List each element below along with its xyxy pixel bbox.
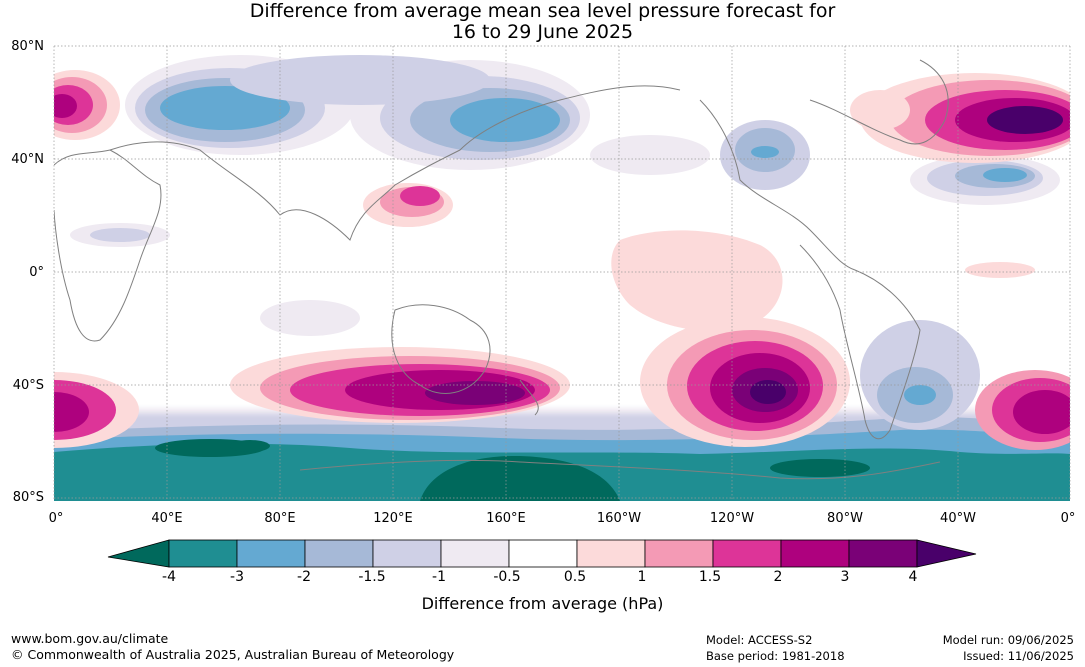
colorbar-tick: -4: [162, 569, 176, 585]
colorbar-tick: -0.5: [493, 569, 521, 585]
colorbar-bin: [372, 539, 442, 568]
lon-label-160w: 160°W: [596, 511, 642, 526]
lon-label-160e: 160°E: [486, 511, 526, 526]
lon-label-120e: 120°E: [373, 511, 413, 526]
map-title-line1: Difference from average mean sea level p…: [249, 0, 836, 22]
colorbar-tick: -1.5: [358, 569, 386, 585]
lon-label-0-east: 0°: [1060, 511, 1076, 526]
lon-label-80w: 80°W: [827, 511, 863, 526]
colorbar-bin: [168, 539, 238, 568]
colorbar-bin: [236, 539, 306, 568]
lon-label-0: 0°: [48, 511, 64, 526]
lat-label-80n: 80°N: [11, 39, 44, 54]
colorbar: [107, 539, 977, 568]
footer-copyright: © Commonwealth of Australia 2025, Austra…: [11, 647, 455, 662]
lat-label-40s: 40°S: [12, 378, 44, 393]
lat-label-80s: 80°S: [12, 490, 44, 505]
footer-model: Model: ACCESS-S2: [706, 633, 813, 647]
footer-url: www.bom.gov.au/climate: [11, 631, 169, 646]
colorbar-tick: -1: [432, 569, 446, 585]
lon-label-80e: 80°E: [264, 511, 296, 526]
colorbar-bin: [848, 539, 918, 568]
colorbar-bin: [576, 539, 646, 568]
colorbar-tick: 3: [840, 569, 850, 585]
map-title-line2: 16 to 29 June 2025: [451, 21, 634, 43]
colorbar-bin: [508, 539, 578, 568]
lat-label-40n: 40°N: [11, 152, 44, 167]
colorbar-bin: [712, 539, 782, 568]
lat-label-0: 0°: [29, 265, 44, 280]
colorbar-tick: -2: [297, 569, 311, 585]
graticule: [53, 45, 1071, 501]
lon-label-120w: 120°W: [709, 511, 755, 526]
colorbar-tick: -3: [230, 569, 244, 585]
colorbar-tick: 4: [908, 569, 918, 585]
lon-label-40e: 40°E: [151, 511, 183, 526]
coastlines: [54, 59, 949, 480]
colorbar-tick: 2: [773, 569, 783, 585]
colorbar-tick: 0.5: [563, 569, 587, 585]
colorbar-label: Difference from average (hPa): [421, 594, 664, 613]
anomaly-fields: [54, 55, 1070, 501]
colorbar-bin: [644, 539, 714, 568]
colorbar-tick: 1.5: [698, 569, 722, 585]
colorbar-bin: [304, 539, 374, 568]
footer-base-period: Base period: 1981-2018: [706, 649, 845, 663]
colorbar-bin: [440, 539, 510, 568]
colorbar-bin: [780, 539, 850, 568]
footer-issued: Issued: 11/06/2025: [963, 649, 1074, 663]
lon-label-40w: 40°W: [940, 511, 976, 526]
footer-model-run: Model run: 09/06/2025: [942, 633, 1074, 647]
colorbar-tick: 1: [637, 569, 647, 585]
